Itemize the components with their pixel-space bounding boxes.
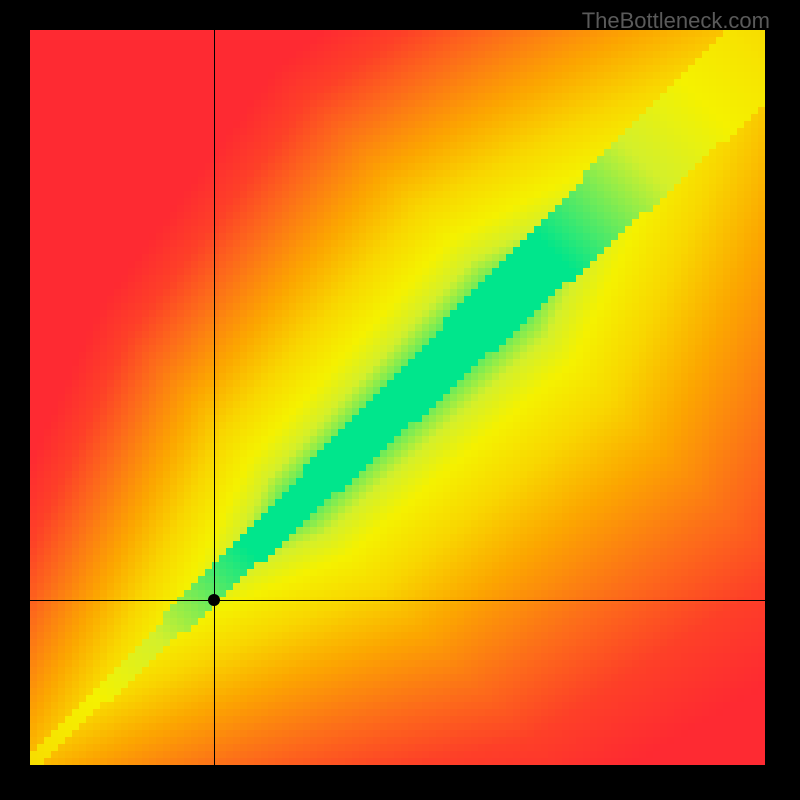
crosshair-horizontal [30,600,770,601]
heatmap-plot [30,30,770,770]
heatmap-canvas [30,30,770,770]
data-point-marker [208,594,220,606]
crosshair-vertical [214,30,215,770]
watermark-text: TheBottleneck.com [582,8,770,34]
